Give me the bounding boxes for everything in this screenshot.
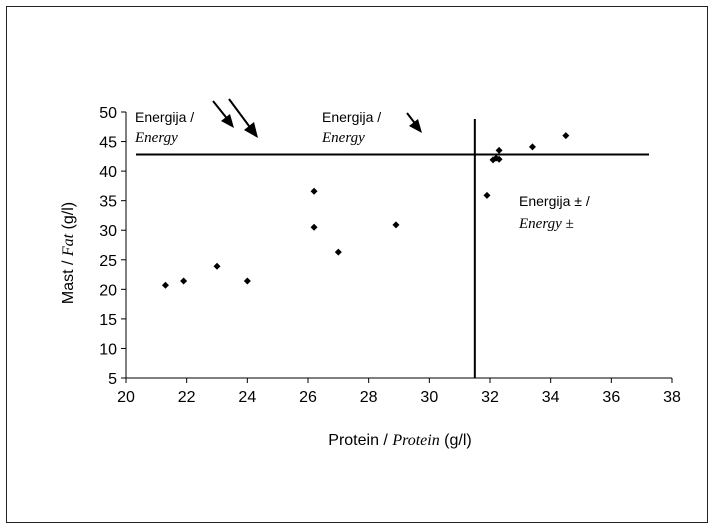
- data-point: [310, 187, 318, 195]
- y-tick-label: 25: [99, 253, 117, 270]
- y-tick-label: 45: [99, 135, 117, 152]
- annotation-2-line1: Energija /: [322, 109, 381, 125]
- annotation-3-line1: Energija ± /: [519, 193, 590, 209]
- y-axis-title: Mast / Fat (g/l): [60, 202, 77, 304]
- reference-lines: [136, 119, 649, 378]
- annotation-2-line2: Energy: [321, 130, 365, 146]
- data-point: [180, 277, 188, 285]
- x-tick-label: 34: [542, 389, 560, 406]
- x-tick-label: 28: [360, 389, 378, 406]
- chart-frame: 5 10 15 20 25 30 35 40 45 50 20 22 24 26 28 30 32 34 36 38 …: [6, 6, 708, 523]
- data-points: [161, 132, 570, 289]
- y-tick-label: 20: [99, 282, 117, 299]
- annotation-1-line1: Energija /: [135, 109, 194, 125]
- annotation-energy-decrease-middle: Energija / Energy: [321, 109, 422, 146]
- y-tick-label: 35: [99, 194, 117, 211]
- data-point: [528, 143, 536, 151]
- axes: 5 10 15 20 25 30 35 40 45 50 20 22 24 26 28 30 32 34 36 38: [99, 105, 681, 406]
- data-point: [495, 155, 503, 163]
- y-tick-label: 5: [108, 371, 117, 388]
- y-tick-label: 40: [99, 164, 117, 181]
- annotation-energy-decrease-left: Energija / Energy: [134, 98, 258, 146]
- annotation-3-line2: Energy ±: [518, 216, 574, 232]
- x-tick-label: 20: [117, 389, 135, 406]
- x-axis-title: Protein / Protein (g/l): [328, 432, 471, 449]
- x-tick-label: 22: [178, 389, 196, 406]
- data-point: [562, 132, 570, 140]
- arrow-down-right-icon: [212, 100, 234, 128]
- y-tick-label: 10: [99, 341, 117, 358]
- y-tick-label: 15: [99, 312, 117, 329]
- x-tick-label: 36: [602, 389, 620, 406]
- data-point: [310, 223, 318, 231]
- x-tick-label: 38: [663, 389, 681, 406]
- data-point: [392, 221, 400, 229]
- data-point: [161, 281, 169, 289]
- arrow-down-right-icon: [228, 98, 258, 138]
- data-point: [334, 248, 342, 256]
- annotation-1-line2: Energy: [134, 130, 178, 146]
- x-tick-label: 32: [481, 389, 499, 406]
- x-tick-label: 26: [299, 389, 317, 406]
- data-point: [243, 277, 251, 285]
- arrow-down-right-icon: [406, 112, 422, 133]
- x-tick-label: 24: [238, 389, 256, 406]
- x-tick-label: 30: [420, 389, 438, 406]
- data-point: [495, 146, 503, 154]
- y-tick-label: 30: [99, 223, 117, 240]
- annotation-energy-neutral-right: Energija ± / Energy ±: [518, 193, 590, 232]
- data-point: [213, 262, 221, 270]
- y-tick-label: 50: [99, 105, 117, 122]
- data-point: [483, 191, 491, 199]
